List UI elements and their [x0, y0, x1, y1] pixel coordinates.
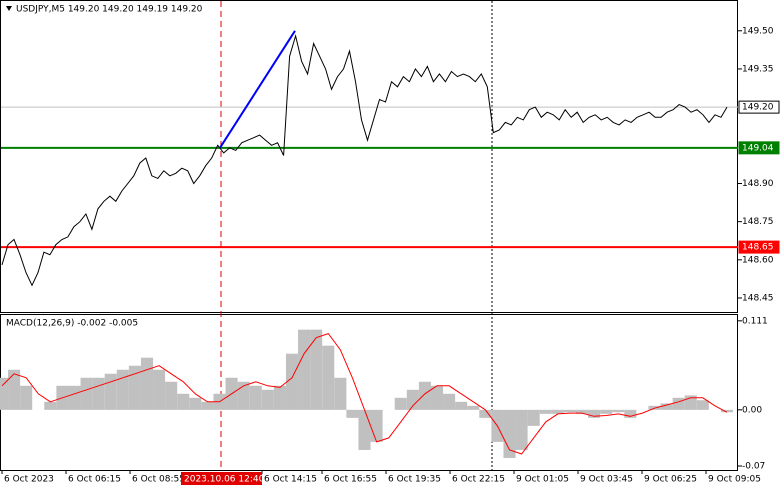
y-tick-label: 148.75	[742, 217, 774, 227]
macd-bar	[370, 409, 383, 442]
x-tick-label: 9 Oct 03:45	[580, 475, 633, 485]
macd-bar	[455, 401, 468, 410]
macd-bar	[539, 409, 552, 414]
macd-bar	[104, 373, 117, 410]
level-box	[738, 240, 780, 254]
macd-bar	[92, 377, 105, 410]
x-tick-label: 9 Oct 01:05	[516, 475, 569, 485]
x-tick-label: 6 Oct 2023	[4, 475, 54, 485]
macd-bar	[140, 357, 154, 410]
signal-line	[1, 333, 728, 455]
macd-bar	[80, 377, 93, 410]
symbol-arrow	[6, 6, 12, 11]
x-tick-label: 9 Oct 09:05	[708, 475, 761, 485]
cursor-label: 2023.10.06 12:40	[184, 475, 265, 485]
macd-bar	[467, 405, 480, 410]
macd-bar	[8, 369, 21, 410]
level-box	[738, 141, 780, 155]
macd-bar	[503, 409, 516, 458]
macd-bar	[20, 385, 33, 410]
macd-bar	[696, 400, 709, 410]
level-label: 149.04	[742, 143, 774, 153]
macd-bar	[273, 385, 286, 410]
macd-bar	[128, 365, 141, 410]
macd-bar	[116, 369, 129, 410]
macd-bar	[0, 377, 9, 410]
macd-bar	[201, 401, 214, 410]
macd-bar	[394, 397, 407, 410]
chart-title: USDJPY,M5 149.20 149.20 149.19 149.20	[16, 5, 203, 15]
macd-bar	[443, 393, 456, 410]
price-line	[1, 33, 728, 287]
macd-bar	[177, 393, 190, 410]
macd-bar	[588, 409, 601, 418]
level-label: 149.20	[742, 103, 774, 113]
macd-bar	[322, 345, 335, 410]
macd-bar	[346, 409, 359, 418]
macd-bar	[298, 329, 311, 410]
macd-tick-label: 0.111	[742, 316, 768, 326]
macd-bar	[358, 409, 371, 450]
y-tick-label: 148.60	[742, 255, 774, 265]
macd-title: MACD(12,26,9) -0.002 -0.005	[6, 319, 138, 329]
level-box	[738, 100, 780, 114]
macd-bar	[624, 409, 637, 418]
macd-bar	[153, 369, 166, 410]
macd-bar	[310, 329, 323, 410]
macd-bar	[68, 385, 81, 410]
macd-bar	[189, 397, 202, 410]
macd-bar	[334, 377, 347, 410]
x-tick-label: 6 Oct 14:15	[264, 475, 317, 485]
macd-tick-label: -0.07	[742, 461, 765, 471]
price-panel	[0, 0, 738, 313]
macd-bar	[44, 401, 57, 410]
macd-bar	[261, 389, 274, 410]
macd-bar	[515, 409, 528, 450]
macd-bar	[285, 353, 299, 410]
macd-bar	[575, 409, 589, 414]
x-tick-label: 6 Oct 08:55	[132, 475, 185, 485]
x-tick-label: 6 Oct 16:55	[324, 475, 377, 485]
x-tick-label: 6 Oct 22:15	[452, 475, 505, 485]
macd-bar	[563, 409, 576, 413]
macd-bar	[479, 409, 492, 418]
y-tick-label: 148.90	[742, 179, 774, 189]
macd-bar	[660, 403, 673, 410]
macd-bar	[720, 409, 734, 413]
macd-bar	[165, 381, 178, 410]
macd-bar	[237, 381, 250, 410]
macd-bar	[249, 385, 262, 410]
macd-bar	[430, 385, 444, 410]
macd-bar	[600, 409, 613, 414]
macd-tick-label: 0.00	[742, 405, 762, 415]
y-tick-label: 149.50	[742, 26, 774, 36]
x-tick-label: 6 Oct 19:35	[388, 475, 441, 485]
cursor-label-box	[181, 472, 262, 485]
y-tick-label: 148.45	[742, 294, 774, 304]
y-tick-label: 149.35	[742, 64, 774, 74]
macd-bar	[406, 389, 419, 410]
macd-bar	[418, 381, 431, 410]
trendline	[219, 30, 296, 149]
macd-bar	[551, 409, 564, 414]
macd-bar	[612, 409, 625, 413]
x-tick-label: 6 Oct 06:15	[68, 475, 121, 485]
x-tick-label: 9 Oct 06:25	[644, 475, 697, 485]
macd-bar	[527, 409, 540, 426]
macd-bar	[672, 397, 685, 410]
level-label: 148.65	[742, 243, 774, 253]
